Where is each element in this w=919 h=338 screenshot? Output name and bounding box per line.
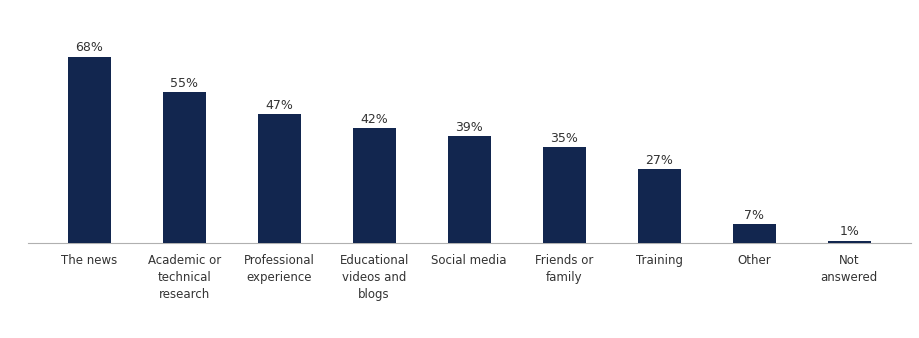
Bar xyxy=(542,147,585,243)
Bar xyxy=(448,136,490,243)
Text: 7%: 7% xyxy=(743,209,764,222)
Text: 47%: 47% xyxy=(265,99,293,112)
Text: 39%: 39% xyxy=(455,121,482,134)
Bar xyxy=(68,56,110,243)
Bar xyxy=(352,128,395,243)
Bar xyxy=(163,92,205,243)
Text: 68%: 68% xyxy=(75,42,103,54)
Bar xyxy=(257,114,301,243)
Bar xyxy=(732,224,775,243)
Text: 1%: 1% xyxy=(838,225,858,238)
Bar xyxy=(637,169,680,243)
Bar xyxy=(827,241,869,243)
Text: 42%: 42% xyxy=(360,113,388,126)
Text: 55%: 55% xyxy=(170,77,198,90)
Text: 35%: 35% xyxy=(550,132,577,145)
Text: 27%: 27% xyxy=(644,154,673,167)
